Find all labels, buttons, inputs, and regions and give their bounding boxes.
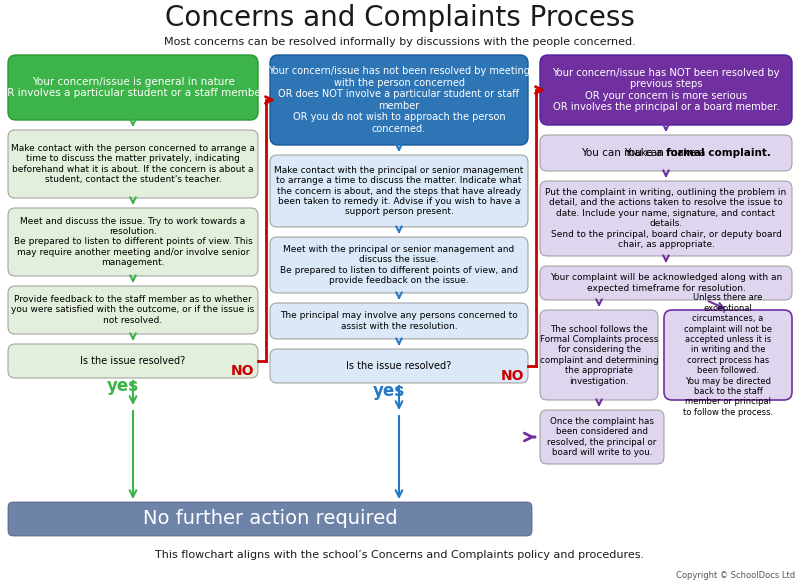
FancyBboxPatch shape — [8, 502, 532, 536]
Text: No further action required: No further action required — [142, 510, 398, 529]
FancyBboxPatch shape — [8, 286, 258, 334]
Text: NO: NO — [230, 364, 254, 378]
Text: The principal may involve any persons concerned to
assist with the resolution.: The principal may involve any persons co… — [280, 311, 518, 331]
FancyBboxPatch shape — [270, 55, 528, 145]
Text: yes: yes — [107, 377, 139, 395]
Text: Your concern/issue has NOT been resolved by
previous steps
OR your concern is mo: Your concern/issue has NOT been resolved… — [552, 68, 780, 113]
FancyBboxPatch shape — [540, 55, 792, 125]
Text: Concerns and Complaints Process: Concerns and Complaints Process — [165, 4, 635, 32]
FancyBboxPatch shape — [8, 208, 258, 276]
Text: Your complaint will be acknowledged along with an
expected timeframe for resolut: Your complaint will be acknowledged alon… — [550, 273, 782, 293]
FancyBboxPatch shape — [8, 344, 258, 378]
Text: Provide feedback to the staff member as to whether
you were satisfied with the o: Provide feedback to the staff member as … — [11, 295, 254, 325]
FancyBboxPatch shape — [540, 310, 658, 400]
Text: yes: yes — [373, 382, 405, 400]
Text: NO: NO — [501, 369, 524, 383]
Text: Make contact with the person concerned to arrange a
time to discuss the matter p: Make contact with the person concerned t… — [11, 144, 255, 184]
FancyBboxPatch shape — [540, 181, 792, 256]
Text: The school follows the
Formal Complaints process
for considering the
complaint a: The school follows the Formal Complaints… — [540, 325, 658, 385]
FancyBboxPatch shape — [270, 155, 528, 227]
Text: Is the issue resolved?: Is the issue resolved? — [80, 356, 186, 366]
FancyBboxPatch shape — [270, 349, 528, 383]
FancyBboxPatch shape — [540, 410, 664, 464]
FancyBboxPatch shape — [540, 135, 792, 171]
Text: Meet with the principal or senior management and
discuss the issue.
Be prepared : Meet with the principal or senior manage… — [280, 245, 518, 285]
Text: You can make a: You can make a — [582, 148, 666, 158]
FancyBboxPatch shape — [540, 266, 792, 300]
FancyBboxPatch shape — [8, 130, 258, 198]
Text: Unless there are
exceptional
circumstances, a
complaint will not be
accepted unl: Unless there are exceptional circumstanc… — [683, 293, 773, 417]
FancyBboxPatch shape — [270, 237, 528, 293]
FancyBboxPatch shape — [270, 303, 528, 339]
Text: Meet and discuss the issue. Try to work towards a
resolution.
Be prepared to lis: Meet and discuss the issue. Try to work … — [14, 217, 252, 267]
Text: Most concerns can be resolved informally by discussions with the people concerne: Most concerns can be resolved informally… — [164, 37, 636, 47]
Text: You can make a: You can make a — [624, 148, 708, 158]
Text: Make contact with the principal or senior management
to arrange a time to discus: Make contact with the principal or senio… — [274, 166, 524, 216]
Text: Once the complaint has
been considered and
resolved, the principal or
board will: Once the complaint has been considered a… — [547, 417, 657, 457]
Text: Your concern/issue is general in nature
OR involves a particular student or a st: Your concern/issue is general in nature … — [0, 77, 267, 99]
FancyBboxPatch shape — [8, 55, 258, 120]
Text: Copyright © SchoolDocs Ltd: Copyright © SchoolDocs Ltd — [676, 571, 795, 580]
Text: Your concern/issue has not been resolved by meeting
with the person concerned
OR: Your concern/issue has not been resolved… — [268, 66, 530, 134]
Text: Is the issue resolved?: Is the issue resolved? — [346, 361, 452, 371]
Text: formal complaint.: formal complaint. — [666, 148, 771, 158]
Text: This flowchart aligns with the school’s Concerns and Complaints policy and proce: This flowchart aligns with the school’s … — [155, 550, 645, 560]
FancyBboxPatch shape — [664, 310, 792, 400]
Text: Put the complaint in writing, outlining the problem in
detail, and the actions t: Put the complaint in writing, outlining … — [546, 188, 786, 249]
